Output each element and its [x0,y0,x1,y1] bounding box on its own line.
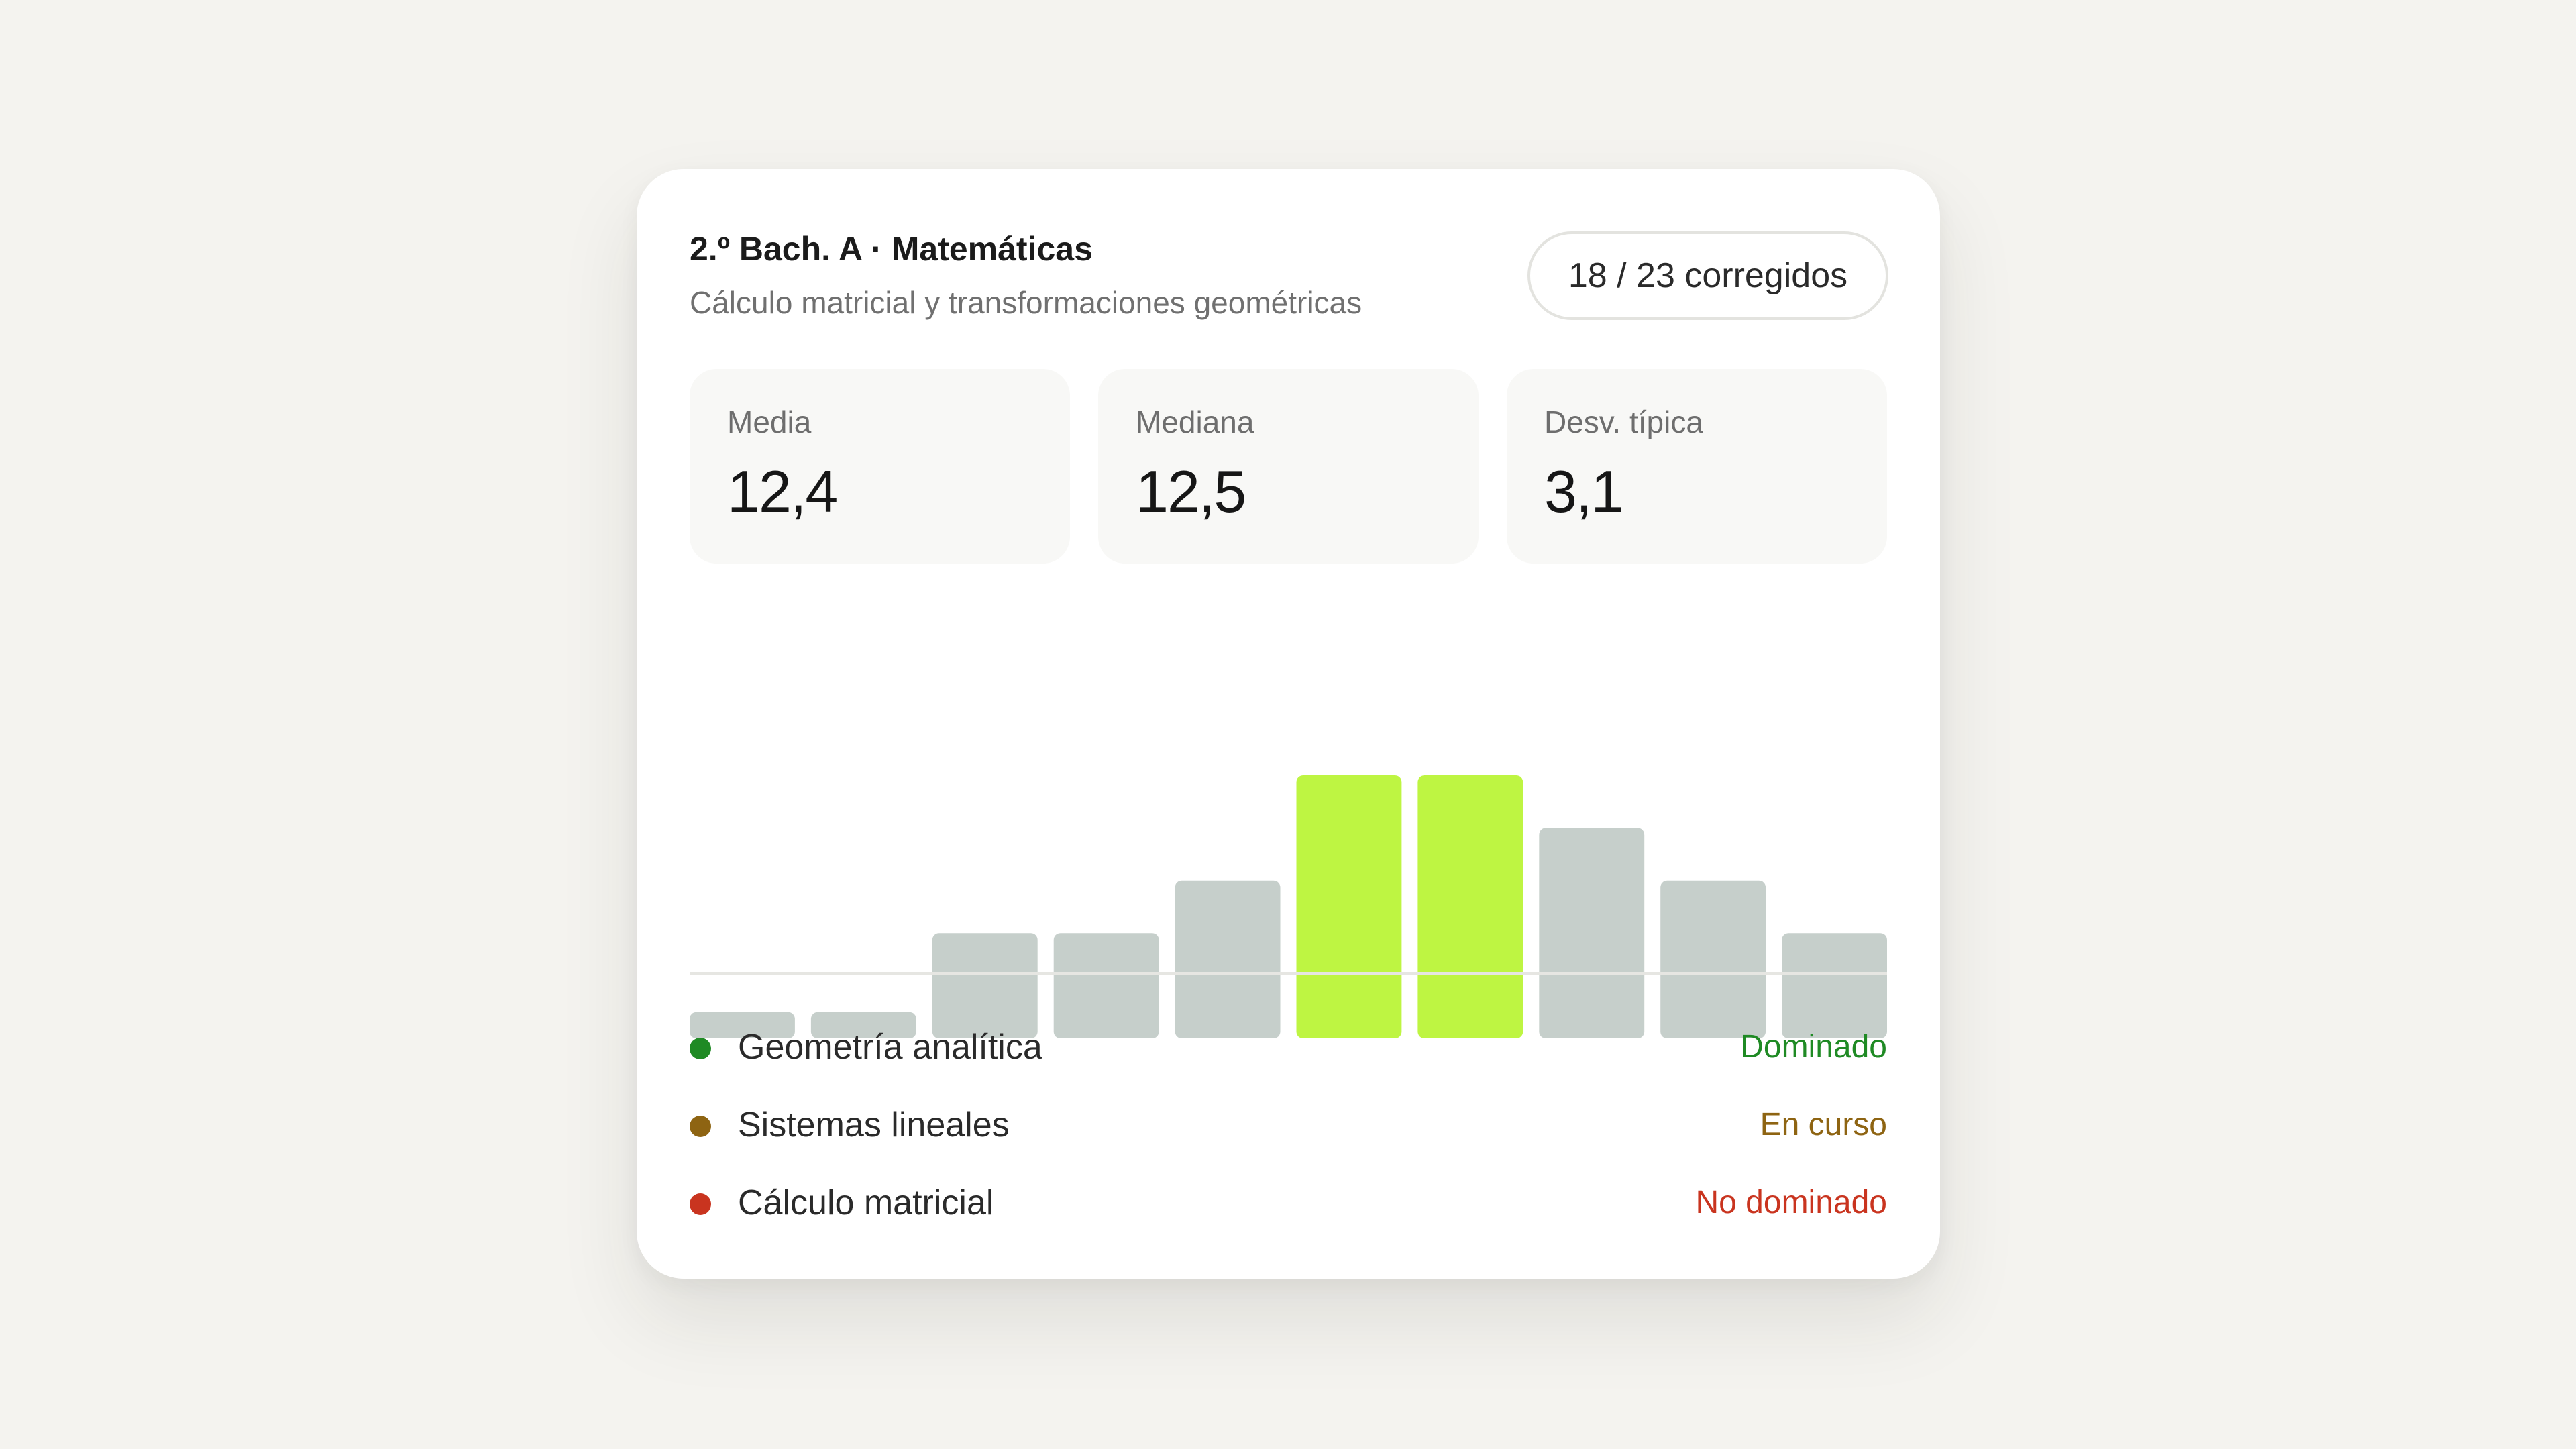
stat-std-dev-label: Desv. típica [1544,405,1703,439]
topic-row[interactable]: Cálculo matricial No dominado [690,1177,1887,1231]
topic-row[interactable]: Sistemas lineales En curso [690,1099,1887,1153]
stat-mean-value: 12,4 [727,458,838,525]
stat-median-label: Mediana [1136,405,1254,439]
divider [690,972,1887,975]
stat-median-value: 12,5 [1136,458,1246,525]
topic-status: En curso [1760,1107,1887,1142]
topic-row[interactable]: Geometría analítica Dominado [690,1022,1887,1075]
histogram-bar[interactable] [810,1012,916,1038]
topic-name: Sistemas lineales [738,1106,1010,1144]
stats-card: 2.º Bach. A · Matemáticas Cálculo matric… [637,169,1940,1279]
stat-std-dev: Desv. típica 3,1 [1507,369,1887,564]
card-title: 2.º Bach. A · Matemáticas [690,230,1093,268]
histogram-bar[interactable] [1175,880,1281,1038]
histogram-bar[interactable] [1053,933,1159,1038]
histogram-bar[interactable] [932,933,1038,1038]
stat-median: Mediana 12,5 [1098,369,1479,564]
histogram-bar[interactable] [1782,933,1887,1038]
histogram-bar[interactable] [690,1012,795,1038]
grade-histogram: 01020 [690,775,1887,1038]
stat-std-dev-value: 3,1 [1544,458,1623,525]
topic-status: Dominado [1740,1029,1887,1065]
topic-name: Cálculo matricial [738,1183,994,1222]
topic-name: Geometría analítica [738,1028,1042,1067]
histogram-bar-highlighted[interactable] [1296,775,1402,1038]
topic-status: No dominado [1695,1185,1887,1220]
status-dot-icon [690,1038,711,1059]
graded-count-badge[interactable]: 18 / 23 corregidos [1527,231,1888,320]
card-subtitle: Cálculo matricial y transformaciones geo… [690,285,1362,320]
histogram-bar-highlighted[interactable] [1417,775,1523,1038]
histogram-bar[interactable] [1539,828,1645,1038]
histogram-bar[interactable] [1660,880,1766,1038]
status-dot-icon [690,1116,711,1137]
status-dot-icon [690,1193,711,1215]
stat-mean-label: Media [727,405,812,439]
stat-mean: Media 12,4 [690,369,1070,564]
